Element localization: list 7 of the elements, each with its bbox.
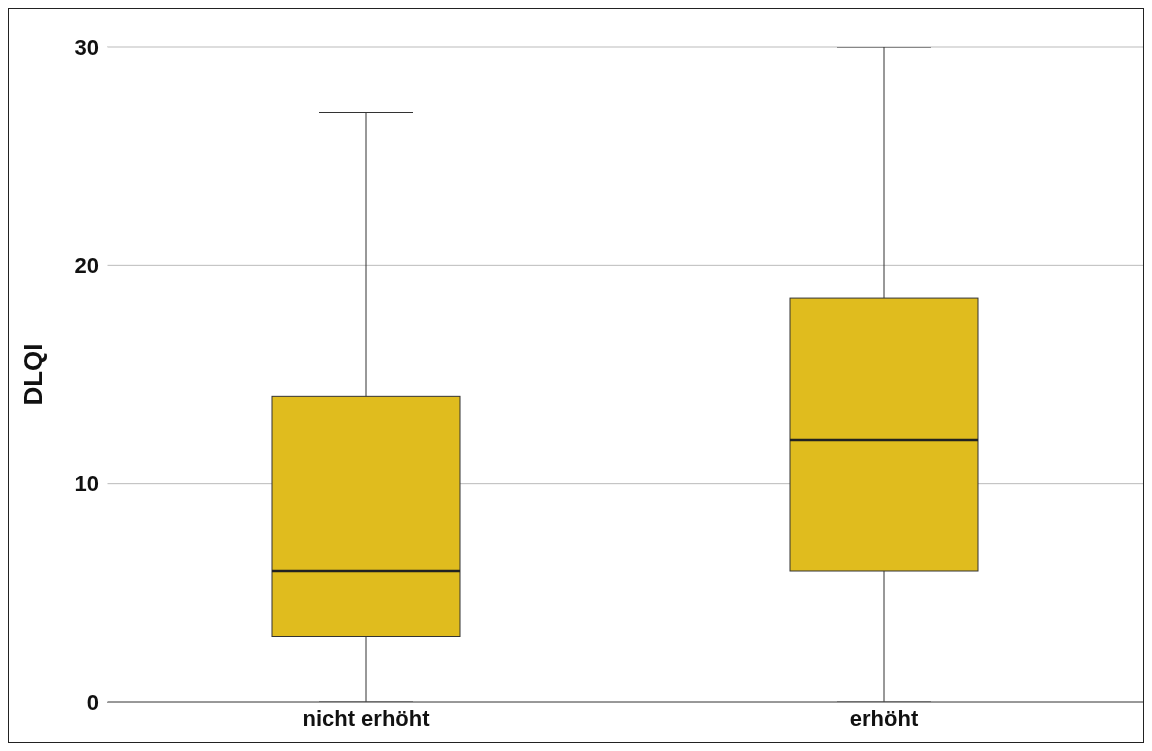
- y-tick-label: 30: [74, 34, 99, 60]
- x-tick-label: nicht erhöht: [302, 705, 431, 731]
- y-tick-label: 10: [74, 471, 99, 497]
- y-tick-label: 20: [74, 253, 99, 279]
- y-axis-title: DLQI: [18, 343, 49, 406]
- x-tick-label: erhöht: [849, 705, 919, 731]
- y-tick-label: 0: [86, 689, 99, 715]
